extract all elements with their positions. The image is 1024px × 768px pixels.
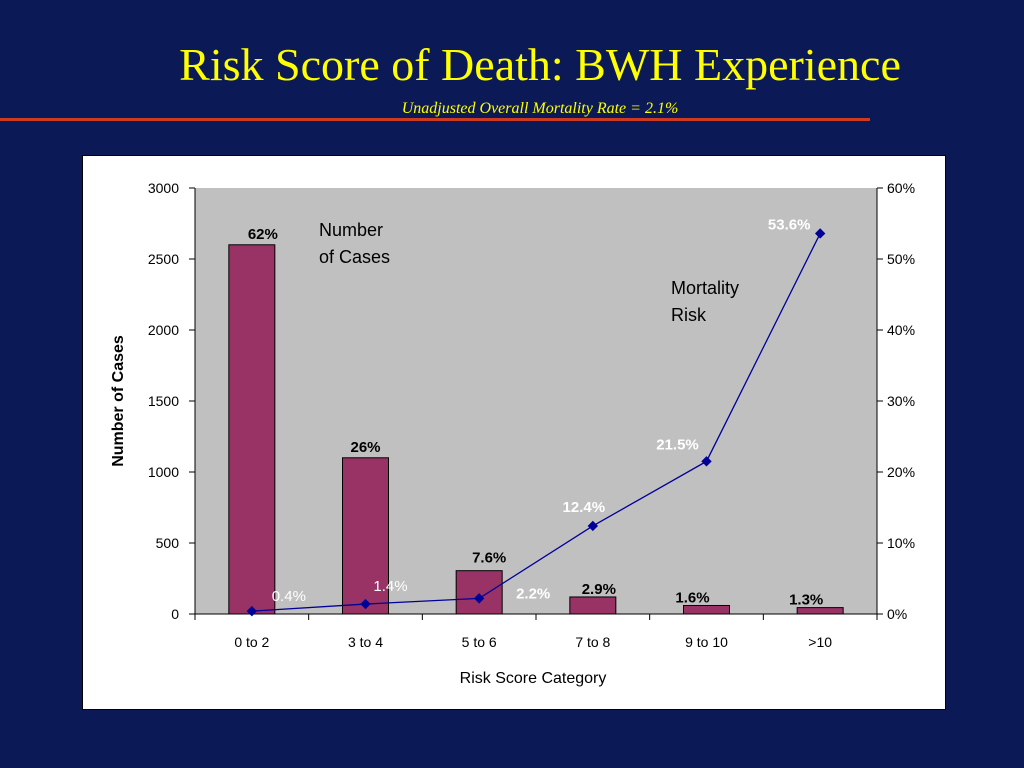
bar-series <box>228 244 844 615</box>
mortality-point-4 <box>701 456 712 467</box>
mortality-line <box>251 233 821 612</box>
x-axis-title: Risk Score Category <box>460 670 607 687</box>
y-tick-label: 1000 <box>148 464 179 480</box>
bar-data-label: 7.6% <box>472 550 506 567</box>
line-data-label: 53.6% <box>768 216 811 233</box>
slide-title: Risk Score of Death: BWH Experience <box>179 39 901 90</box>
bar-data-label: 62% <box>248 226 278 243</box>
plot-area <box>195 188 877 614</box>
x-tick-label: >10 <box>808 634 832 650</box>
title-divider <box>0 118 870 121</box>
y2-tick-label: 40% <box>887 322 915 338</box>
y2-tick-label: 20% <box>887 464 915 480</box>
x-tick-label: 5 to 6 <box>462 634 497 650</box>
annotation-mortality-line-2: Risk <box>671 305 707 325</box>
y-tick-label: 2500 <box>148 251 179 267</box>
x-tick-label: 7 to 8 <box>575 634 610 650</box>
y-tick-label: 0 <box>171 606 179 622</box>
mortality-point-0 <box>246 605 258 617</box>
y-axis-title: Number of Cases <box>110 335 127 467</box>
y-tick-label: 2000 <box>148 322 179 338</box>
line-data-label: 0.4% <box>272 588 306 605</box>
y-tick-label: 1500 <box>148 393 179 409</box>
line-data-label: 1.4% <box>373 578 407 595</box>
line-series <box>246 228 826 617</box>
data-labels: 62% 26% 7.6% 2.9% 1.6% 1.3% 0.4% 1.4% 2.2% 12.4% 2… <box>248 216 823 608</box>
line-data-label: 2.2% <box>516 585 550 602</box>
x-tick-label: 0 to 2 <box>234 634 269 650</box>
y2-tick-label: 0% <box>887 606 907 622</box>
x-tick-label: 9 to 10 <box>685 634 728 650</box>
mortality-point-1 <box>360 598 371 610</box>
bar-1 <box>342 457 389 615</box>
line-data-label: 12.4% <box>563 499 606 516</box>
y2-tick-label: 10% <box>887 535 915 551</box>
line-data-label: 21.5% <box>656 436 699 453</box>
bar-data-label: 2.9% <box>582 581 616 598</box>
mortality-point-5 <box>814 228 826 239</box>
y2-tick-label: 50% <box>887 251 915 267</box>
y2-tick-label: 60% <box>887 180 915 196</box>
chart-panel: 0 500 1000 1500 2000 2500 3000 0% 10% 20% 30% 40% 50… <box>82 155 946 710</box>
bar-4 <box>683 604 730 615</box>
bar-data-label: 1.6% <box>675 589 709 606</box>
y2-tick-label: 30% <box>887 393 915 409</box>
mortality-point-2 <box>473 593 485 604</box>
bar-2 <box>455 570 503 615</box>
annotation-mortality-risk: Mortality Risk <box>671 278 739 325</box>
x-tick-label: 3 to 4 <box>348 634 383 650</box>
bar-3 <box>569 596 617 615</box>
bar-0 <box>228 244 276 615</box>
annotation-mortality-line-1: Mortality <box>671 278 739 298</box>
bar-data-label: 26% <box>350 439 380 456</box>
chart-svg: 0 500 1000 1500 2000 2500 3000 0% 10% 20% 30% 40% 50… <box>110 180 915 687</box>
bar-data-label: 1.3% <box>789 592 823 609</box>
slide-subtitle: Unadjusted Overall Mortality Rate = 2.1% <box>401 100 679 117</box>
annotation-number-line-2: of Cases <box>319 247 390 267</box>
y-tick-label: 3000 <box>148 180 179 196</box>
annotation-number-of-cases: Number of Cases <box>319 220 390 267</box>
mortality-point-3 <box>587 520 599 532</box>
y-tick-label: 500 <box>156 535 180 551</box>
annotation-number-line-1: Number <box>319 220 383 240</box>
ticks: 0 500 1000 1500 2000 2500 3000 0% 10% 20% 30% 40% 50… <box>148 180 915 650</box>
